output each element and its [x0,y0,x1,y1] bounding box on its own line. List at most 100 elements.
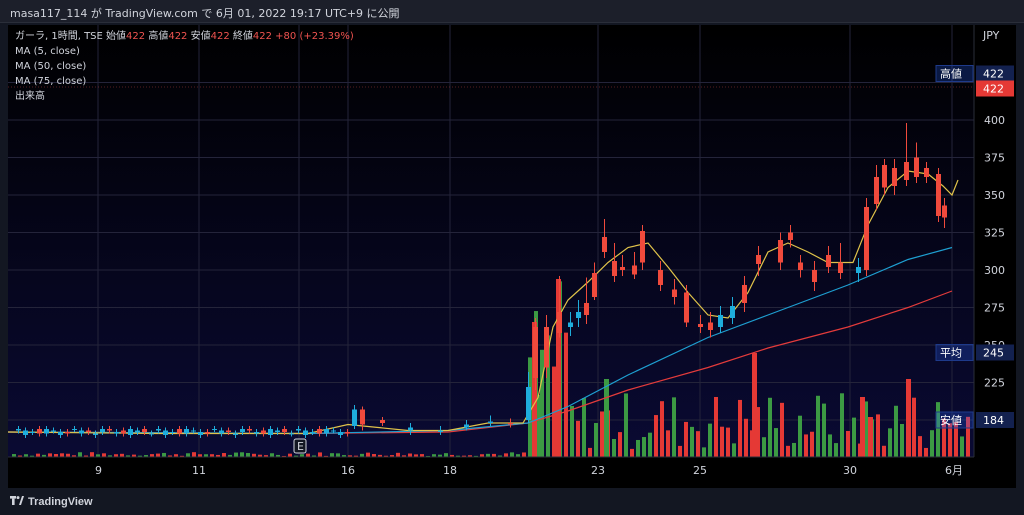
volume-bar-down [522,452,526,457]
candle-down [380,420,385,423]
candle-up [72,429,77,430]
volume-bar-up [330,453,334,457]
candle-up [488,421,493,423]
candle-up [352,409,357,426]
volume-bar-down [942,418,946,457]
candle-down [684,292,689,323]
volume-bar-down [810,431,814,457]
low-tag-label-bg [936,412,973,428]
volume-bar-up [294,455,298,457]
legend-ma75[interactable]: MA (75, close) [15,76,87,87]
volume-bar-up [538,395,543,457]
plot-background [8,25,974,457]
volume-bar-down [120,453,124,457]
volume-bar-down [264,455,268,457]
ma50-line [8,246,953,435]
candle-down [107,429,112,431]
candle-down [632,265,637,275]
volume-bar-up [516,454,520,457]
tradingview-logo[interactable]: TradingView [10,496,93,508]
volume-bar-up [96,454,100,457]
price-chart[interactable]: JPY425400375350325300275250225200高値42242… [8,25,1016,488]
time-tick-label: 30 [843,464,857,477]
candle-down [317,429,322,434]
volume-bar-up [642,437,646,457]
price-tick-label: 350 [984,189,1005,202]
earnings-marker-box [293,438,307,454]
candle-up [310,432,315,433]
volume-bar-up [12,454,16,457]
candle-down [360,409,365,425]
volume-bar-down [72,455,76,457]
volume-bar-down [84,455,88,457]
price-tick-label: 300 [984,264,1005,277]
volume-bar-down [180,455,184,457]
candle-down [698,324,703,327]
volume-bar-down [660,401,664,457]
candle-up [198,432,203,435]
volume-bar-down [48,453,52,457]
legend-ma50[interactable]: MA (50, close) [15,61,87,72]
volume-bar-up [312,455,316,457]
candle-down [756,255,761,264]
candle-down [261,430,266,434]
candle-up [16,429,21,431]
candle-down [788,232,793,240]
low-tag-label-frame [935,411,974,429]
candle-up [58,432,63,435]
volume-bar-down [924,447,928,457]
volume-bar-down [462,455,466,457]
chart-panel[interactable]: JPY425400375350325300275250225200高値42242… [8,25,1016,488]
volume-bar-up [300,454,304,457]
candle-up [296,429,301,431]
legend-low-value: 422 [210,31,230,42]
candle-down [533,327,538,378]
volume-bar-down [906,379,911,457]
volume-bar-up [360,453,364,457]
time-tick-label: 6月 [945,464,963,477]
candle-down [226,430,231,432]
candle-up [30,432,35,433]
candle-up [93,433,98,435]
candle-down [592,273,597,297]
candle-up [212,429,217,430]
time-tick-label: 11 [192,464,206,477]
candle-up [730,306,735,318]
volume-bar-down [60,453,64,457]
volume-bar-down [720,426,724,457]
candle-down [904,162,909,180]
volume-bar-down [780,402,784,457]
legend-change: +80 (+23.39%) [275,31,354,42]
candle-down [914,157,919,177]
legend-volume[interactable]: 出来高 [15,91,45,102]
candle-up [338,432,343,435]
candle-up [576,312,581,318]
volume-bar-down [726,427,730,457]
volume-bar-up [636,439,640,457]
candle-down [826,255,831,267]
avg-tag-label-bg [936,344,973,361]
volume-bar-down [714,396,718,457]
candle-up [156,429,161,431]
candle-up [254,432,259,434]
volume-bar-down [564,332,568,457]
candle-down [557,312,562,333]
volume-bar-up [426,455,430,457]
candle-up [219,430,224,434]
candle-down [508,423,513,425]
volume-bar-down [156,453,160,457]
volume-bar-up [840,393,844,457]
volume-bar-up [648,432,652,457]
candle-up [184,429,189,434]
volume-bar-down [252,453,256,457]
legend-ma5[interactable]: MA (5, close) [15,46,80,57]
volume-bar-down [390,455,394,457]
volume-bar-up [126,455,130,457]
volume-bar-down [868,417,873,457]
legend-ohlc-row: ガーラ, 1時間, TSE 始値422 高値422 安値422 終値422 +8… [15,29,354,44]
volume-bar-up [204,454,208,457]
volume-bar-down [348,455,352,457]
candle-down [544,327,549,368]
volume-bar-down [912,397,916,457]
high-tag-label: 高値 [940,67,962,81]
